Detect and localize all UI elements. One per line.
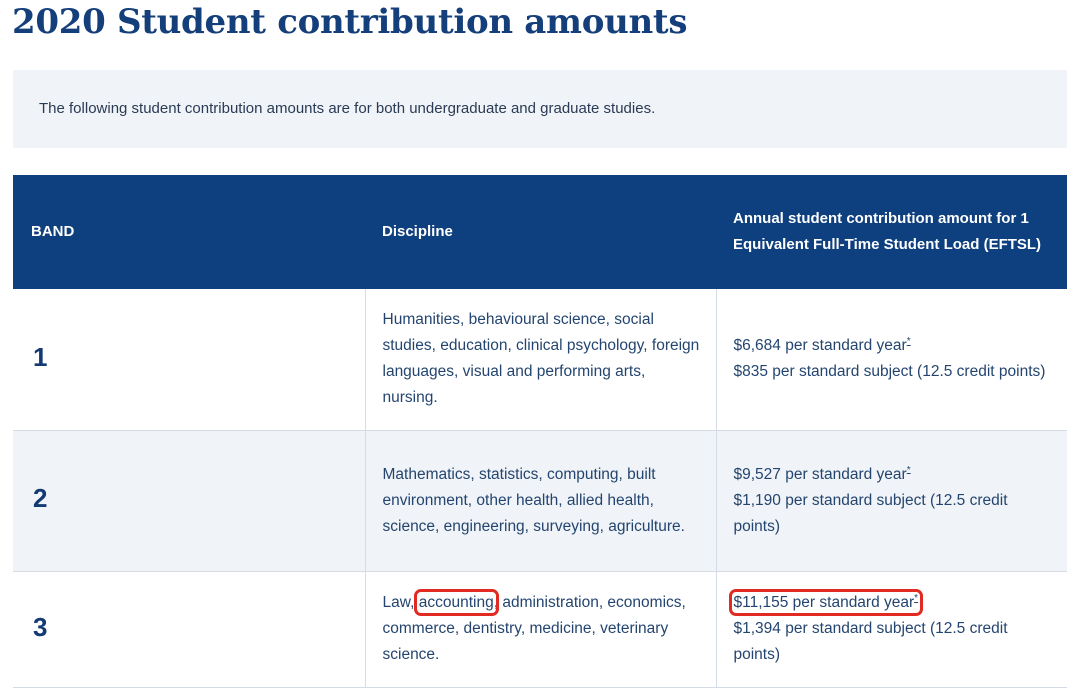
table-row: 3 Law, accounting, administration, econo…: [13, 571, 1067, 688]
discipline-separator: ,: [410, 594, 415, 611]
discipline-cell: Humanities, behavioural science, social …: [364, 289, 716, 431]
discipline-separator: ,: [493, 594, 499, 611]
band-number: 3: [33, 611, 48, 642]
year-amount-line: $11,155 per standard year*: [728, 589, 1054, 616]
discipline-cell: Mathematics, statistics, computing, buil…: [364, 430, 716, 572]
year-amount: $11,155 per standard year: [733, 594, 915, 611]
highlighted-year-amount: $11,155 per standard year*: [728, 589, 924, 616]
header-discipline: Discipline: [365, 175, 716, 289]
header-amount: Annual student contribution amount for 1…: [716, 175, 1067, 289]
discipline-cell: Law, accounting, administration, economi…: [364, 571, 716, 688]
amount-cell: $9,527 per standard year* $1,190 per sta…: [715, 430, 1067, 572]
subject-amount: $1,190 per standard subject (12.5 credit…: [733, 491, 1008, 535]
band-cell: 3: [13, 571, 365, 688]
amount-cell: $11,155 per standard year* $1,394 per st…: [715, 571, 1067, 688]
footnote-link[interactable]: *: [906, 464, 911, 476]
subject-amount: $1,394 per standard subject (12.5 credit…: [733, 620, 1008, 663]
highlighted-discipline: accounting: [413, 589, 499, 616]
intro-text: The following student contribution amoun…: [39, 100, 656, 117]
contribution-table: BAND Discipline Annual student contribut…: [13, 175, 1067, 688]
year-amount-line: $6,684 per standard year*: [734, 333, 1054, 359]
table-header-row: BAND Discipline Annual student contribut…: [13, 175, 1067, 289]
band-cell: 1: [13, 289, 365, 431]
discipline-prefix: Law: [382, 594, 411, 611]
amount-cell: $6,684 per standard year* $835 per stand…: [715, 289, 1067, 431]
year-amount-line: $9,527 per standard year*: [734, 462, 1054, 488]
footnote-link[interactable]: *: [906, 336, 911, 348]
band-number: 2: [33, 483, 48, 513]
year-amount: $6,684 per standard year: [733, 337, 907, 355]
table-row: 1 Humanities, behavioural science, socia…: [13, 289, 1067, 431]
header-band: BAND: [13, 175, 365, 289]
band-cell: 2: [13, 430, 365, 572]
table-row: 2 Mathematics, statistics, computing, bu…: [13, 430, 1067, 572]
year-amount: $9,527 per standard year: [733, 465, 907, 483]
subject-amount: $835 per standard subject (12.5 credit p…: [733, 363, 1046, 381]
page-title: 2020 Student contribution amounts: [12, 2, 688, 42]
intro-panel: The following student contribution amoun…: [13, 70, 1067, 148]
footnote-link[interactable]: *: [914, 592, 919, 604]
band-number: 1: [33, 341, 48, 372]
discipline-rest: administration, economics, commerce, den…: [382, 594, 686, 663]
